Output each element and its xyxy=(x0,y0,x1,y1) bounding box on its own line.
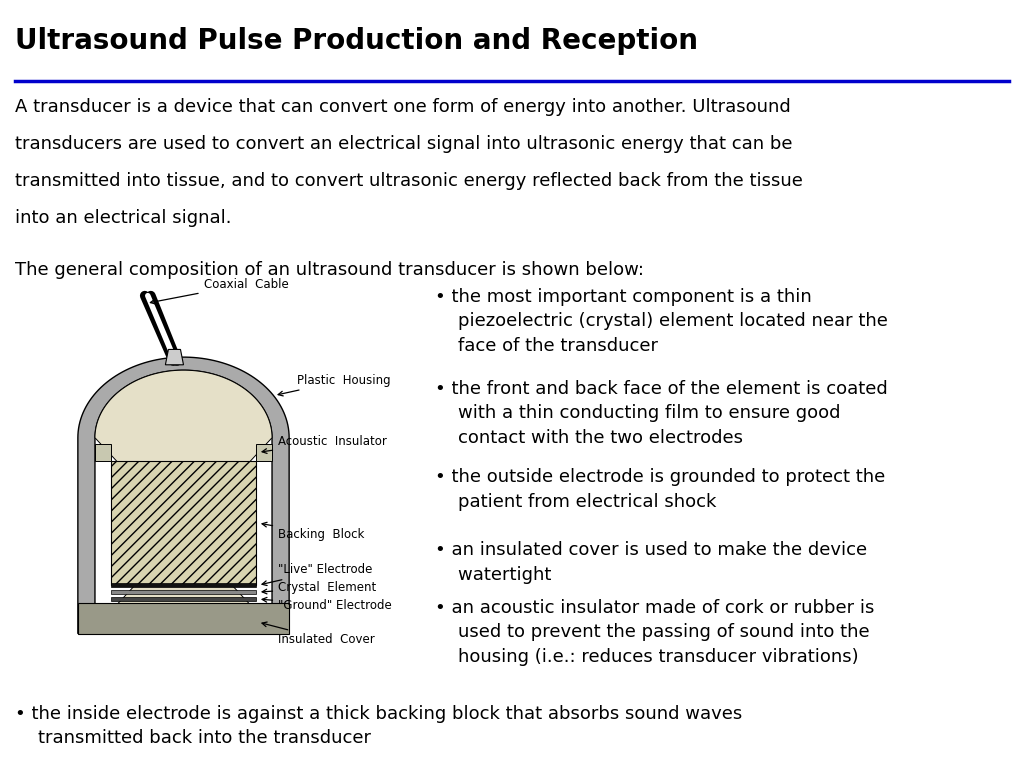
Text: A transducer is a device that can convert one form of energy into another. Ultra: A transducer is a device that can conver… xyxy=(15,98,792,116)
Polygon shape xyxy=(111,583,256,587)
Text: • the most important component is a thin
    piezoelectric (crystal) element loc: • the most important component is a thin… xyxy=(435,288,888,355)
Text: "Ground" Electrode: "Ground" Electrode xyxy=(262,598,392,611)
Text: • an insulated cover is used to make the device
    watertight: • an insulated cover is used to make the… xyxy=(435,541,867,584)
Text: Coaxial  Cable: Coaxial Cable xyxy=(151,278,289,304)
Text: Acoustic  Insulator: Acoustic Insulator xyxy=(262,435,387,453)
Polygon shape xyxy=(111,590,256,594)
Text: Ultrasound Pulse Production and Reception: Ultrasound Pulse Production and Receptio… xyxy=(15,27,698,55)
Text: • the outside electrode is grounded to protect the
    patient from electrical s: • the outside electrode is grounded to p… xyxy=(435,468,886,511)
Text: • an acoustic insulator made of cork or rubber is
    used to prevent the passin: • an acoustic insulator made of cork or … xyxy=(435,599,874,666)
Polygon shape xyxy=(166,349,183,365)
Text: Insulated  Cover: Insulated Cover xyxy=(262,622,375,646)
Text: "Live" Electrode: "Live" Electrode xyxy=(262,564,373,585)
Text: The general composition of an ultrasound transducer is shown below:: The general composition of an ultrasound… xyxy=(15,261,644,279)
Polygon shape xyxy=(111,597,256,601)
Polygon shape xyxy=(78,603,289,634)
Text: transducers are used to convert an electrical signal into ultrasonic energy that: transducers are used to convert an elect… xyxy=(15,135,793,153)
Text: Plastic  Housing: Plastic Housing xyxy=(279,374,391,396)
Text: Crystal  Element: Crystal Element xyxy=(262,581,377,594)
Text: Backing  Block: Backing Block xyxy=(262,522,365,541)
Polygon shape xyxy=(95,444,111,461)
Text: • the front and back face of the element is coated
    with a thin conducting fi: • the front and back face of the element… xyxy=(435,380,888,447)
Polygon shape xyxy=(78,357,289,634)
Polygon shape xyxy=(95,370,272,628)
Text: • the inside electrode is against a thick backing block that absorbs sound waves: • the inside electrode is against a thic… xyxy=(15,705,742,747)
Text: transmitted into tissue, and to convert ultrasonic energy reflected back from th: transmitted into tissue, and to convert … xyxy=(15,172,803,190)
Polygon shape xyxy=(111,461,256,585)
Polygon shape xyxy=(256,444,272,461)
Text: into an electrical signal.: into an electrical signal. xyxy=(15,209,231,227)
